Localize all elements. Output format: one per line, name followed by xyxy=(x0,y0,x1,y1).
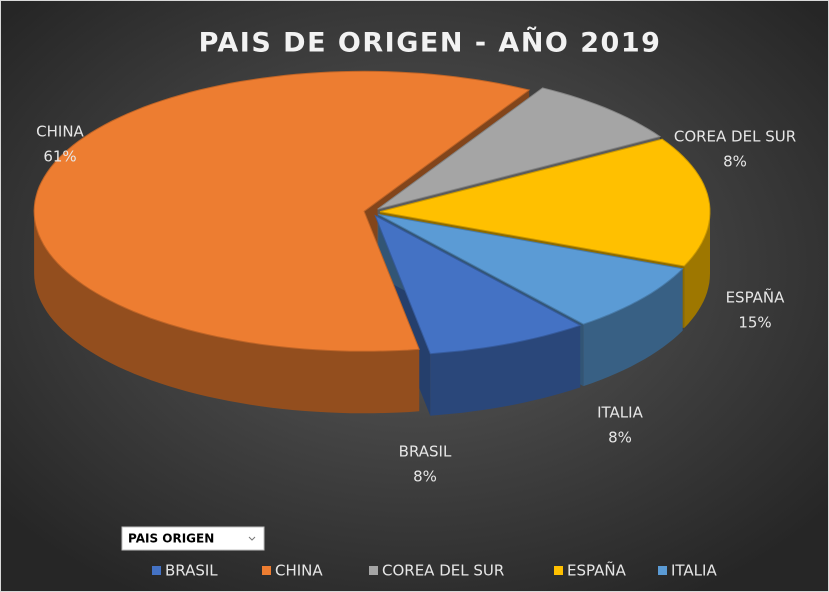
data-label-value: 15% xyxy=(738,314,771,332)
legend-swatch xyxy=(262,566,271,575)
data-label-name: COREA DEL SUR xyxy=(674,128,796,146)
filter-box[interactable] xyxy=(121,526,265,551)
legend-label: COREA DEL SUR xyxy=(382,562,504,580)
legend-swatch xyxy=(554,566,563,575)
filter-label[interactable]: PAIS ORIGEN xyxy=(128,532,214,546)
filter-button[interactable]: PAIS ORIGEN xyxy=(121,526,265,551)
legend: BRASIL CHINA COREA DEL SUR ESPAÑA ITALIA xyxy=(152,561,717,580)
data-label-name: BRASIL xyxy=(399,443,452,461)
data-label-value: 8% xyxy=(413,468,437,486)
slice xyxy=(379,138,711,267)
data-label-name: ITALIA xyxy=(597,404,643,422)
data-label-name: CHINA xyxy=(36,123,84,141)
chart-title: PAIS DE ORIGEN - AÑO 2019 xyxy=(199,27,662,59)
data-label-name: ESPAÑA xyxy=(726,288,786,307)
slice xyxy=(374,214,582,355)
legend-label: ESPAÑA xyxy=(567,561,627,580)
legend-label: CHINA xyxy=(275,562,323,580)
pie xyxy=(33,70,711,416)
slice-side xyxy=(684,211,710,328)
slice xyxy=(377,87,662,210)
filter-arrow[interactable] xyxy=(248,536,256,541)
data-label-value: 8% xyxy=(608,429,632,447)
data-labels: BRASIL 8% CHINA 61% COREA DEL SUR 8% ESPAÑA 15%… xyxy=(36,123,796,486)
legend-swatch xyxy=(152,566,161,575)
slice-side xyxy=(34,211,420,414)
slice xyxy=(33,70,531,352)
legend-swatch xyxy=(658,566,667,575)
slice-side xyxy=(430,325,581,416)
data-label-value: 8% xyxy=(723,153,747,171)
legend-label: BRASIL xyxy=(165,562,218,580)
legend-swatch xyxy=(369,566,378,575)
legend-label: ITALIA xyxy=(671,562,717,580)
slice xyxy=(378,213,684,325)
data-label-value: 61% xyxy=(43,148,76,166)
slice-side xyxy=(583,268,683,387)
